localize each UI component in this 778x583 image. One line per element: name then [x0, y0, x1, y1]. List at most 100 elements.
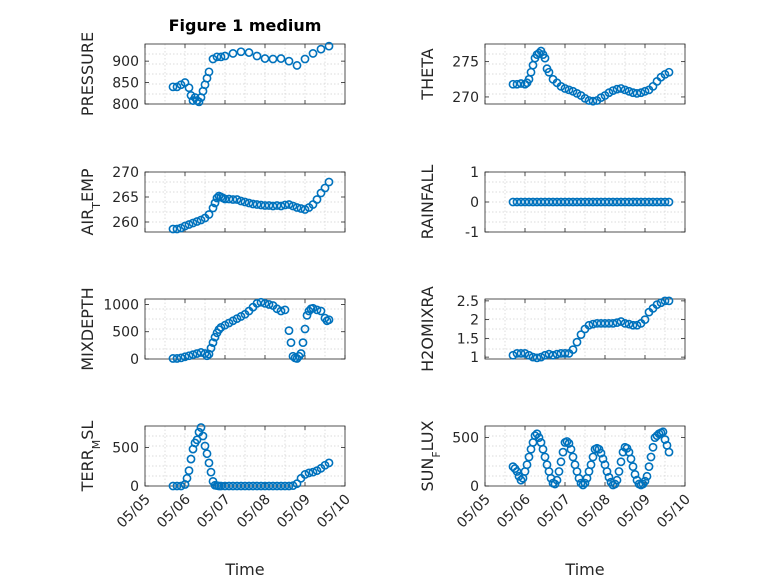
x-tick-label: 05/09 — [274, 492, 314, 532]
y-axis-label: AIRTEMP — [78, 168, 103, 235]
data-point — [256, 200, 266, 210]
data-point — [260, 298, 270, 308]
data-point — [172, 354, 182, 363]
data-point — [168, 354, 178, 363]
data-series — [168, 297, 334, 363]
x-tick-label: 05/10 — [314, 492, 354, 532]
data-point — [576, 478, 586, 488]
data-point — [192, 435, 202, 445]
data-point — [316, 306, 326, 316]
data-point — [552, 475, 562, 485]
data-point — [516, 348, 526, 358]
y-axis-label: H2OMIXRA — [418, 286, 437, 372]
subplot-pressure: 800 850 900 PRESSURE Figure 1 medium — [78, 16, 346, 116]
data-point — [276, 201, 286, 211]
data-point — [248, 199, 258, 209]
data-point — [236, 481, 246, 491]
data-series — [508, 427, 674, 490]
data-point — [324, 458, 334, 468]
axes-frame — [484, 43, 686, 105]
data-point — [286, 338, 296, 348]
data-point — [644, 462, 654, 472]
data-point — [292, 203, 302, 212]
subplot-mixdepth: 0 500 1000 MIXDEPTH — [78, 287, 346, 371]
data-point — [168, 82, 178, 92]
x-tick-label: 05/07 — [194, 492, 234, 532]
data-point — [260, 201, 270, 210]
data-series — [168, 41, 334, 107]
data-point — [220, 481, 230, 491]
data-point — [206, 467, 216, 477]
data-point — [176, 353, 186, 363]
data-point — [562, 437, 572, 446]
data-point — [664, 296, 674, 306]
data-point — [614, 467, 624, 476]
data-point — [280, 200, 290, 210]
data-point — [284, 481, 294, 491]
data-point — [180, 221, 190, 231]
y-tick-label: 2 — [470, 313, 479, 329]
data-point — [560, 84, 570, 93]
data-point — [194, 97, 204, 107]
data-point — [168, 481, 178, 491]
data-point — [206, 343, 216, 353]
data-point — [210, 332, 220, 342]
data-point — [576, 330, 586, 340]
data-series — [508, 197, 674, 207]
data-point — [632, 89, 642, 98]
data-point — [572, 337, 582, 347]
x-tick-label: 05/10 — [654, 492, 694, 532]
data-point — [188, 350, 198, 360]
data-point — [316, 44, 326, 54]
data-point — [204, 67, 214, 77]
grid — [145, 426, 345, 486]
data-point — [300, 324, 310, 334]
data-series — [508, 46, 674, 106]
y-tick-label: 275 — [452, 55, 479, 71]
data-point — [516, 475, 526, 485]
y-tick-label: 0 — [130, 479, 139, 495]
data-point — [300, 54, 310, 64]
data-point — [642, 471, 652, 481]
data-point — [532, 353, 542, 363]
y-tick-label: 500 — [112, 441, 139, 457]
data-point — [588, 319, 598, 329]
data-point — [664, 197, 674, 207]
y-tick-label: 0 — [130, 352, 139, 368]
data-point — [224, 194, 234, 204]
data-point — [308, 467, 318, 477]
axes-frame — [484, 298, 686, 360]
data-point — [556, 457, 566, 467]
data-point — [612, 318, 622, 328]
data-point — [220, 51, 230, 61]
data-series — [508, 296, 674, 363]
data-point — [200, 441, 210, 451]
data-point — [604, 318, 614, 328]
data-point — [244, 198, 254, 208]
y-axis-label: THETA — [418, 48, 437, 100]
data-point — [288, 201, 298, 211]
data-point — [580, 478, 590, 488]
y-tick-label: 270 — [452, 90, 479, 106]
data-point — [280, 481, 290, 491]
data-point — [540, 452, 550, 462]
data-point — [256, 297, 266, 307]
data-point — [568, 452, 578, 462]
data-point — [268, 54, 278, 64]
data-point — [260, 54, 270, 63]
data-point — [534, 433, 544, 443]
data-point — [202, 449, 212, 459]
data-point — [172, 481, 182, 491]
data-point — [516, 79, 526, 88]
data-point — [548, 350, 558, 360]
data-point — [300, 470, 310, 479]
data-point — [296, 349, 306, 358]
data-point — [188, 218, 198, 228]
data-point — [554, 467, 564, 476]
data-point — [324, 41, 334, 51]
data-point — [176, 481, 186, 491]
data-point — [628, 462, 638, 472]
data-point — [204, 210, 214, 219]
y-axis-label: TERRMSL — [78, 421, 103, 493]
